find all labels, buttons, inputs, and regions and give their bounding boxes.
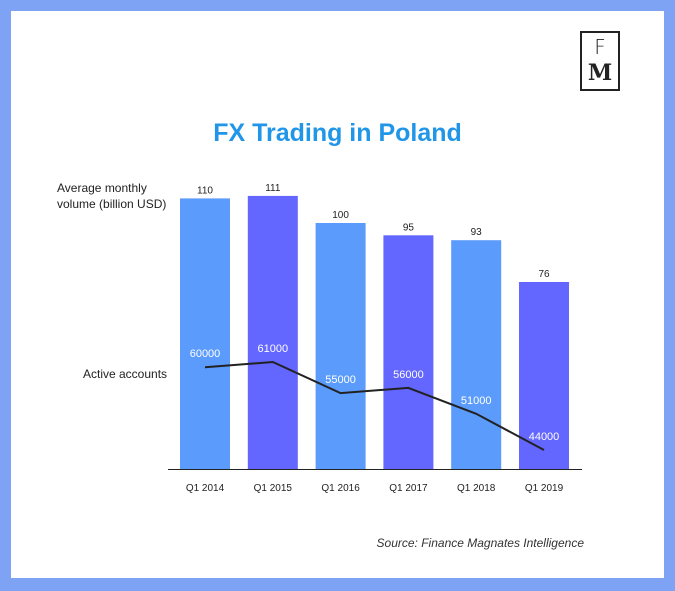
- logo-letter-f: F: [594, 35, 606, 59]
- accounts-value-label: 61000: [258, 343, 289, 355]
- bars-group: [180, 195, 569, 469]
- bar-value-label: 93: [471, 227, 483, 238]
- category-label: Q1 2017: [389, 483, 428, 494]
- category-label: Q1 2019: [525, 483, 564, 494]
- accounts-value-label: 55000: [325, 374, 356, 386]
- accounts-value-label: 44000: [529, 431, 560, 443]
- accounts-line-group: 60000 61000 55000 56000 51000 44000: [190, 343, 560, 451]
- bar-q1-2014: [180, 198, 230, 469]
- category-label: Q1 2015: [254, 483, 293, 494]
- bar-q1-2015: [247, 195, 298, 469]
- bar-q1-2018: [451, 240, 502, 469]
- bar-value-labels: 110 111 100 95 93 76: [197, 183, 550, 280]
- bar-value-label: 100: [332, 210, 349, 221]
- category-label: Q1 2014: [186, 483, 225, 494]
- bar-value-label: 111: [265, 183, 281, 194]
- volume-series-label: Average monthly volume (billion USD): [57, 180, 182, 212]
- bar-value-label: 76: [538, 269, 550, 280]
- category-labels: Q1 2014 Q1 2015 Q1 2016 Q1 2017 Q1 2018 Q1 20…: [186, 483, 564, 494]
- category-label: Q1 2016: [321, 483, 360, 494]
- accounts-value-label: 51000: [461, 395, 492, 407]
- bar-q1-2016: [315, 223, 366, 469]
- chart-title: FX Trading in Poland: [213, 119, 462, 147]
- accounts-value-label: 60000: [190, 348, 221, 360]
- source-note: Source: Finance Magnates Intelligence: [376, 536, 584, 550]
- accounts-series-label: Active accounts: [83, 367, 168, 381]
- bar-value-label: 110: [197, 185, 213, 196]
- accounts-value-label: 56000: [393, 369, 424, 381]
- category-label: Q1 2018: [457, 483, 496, 494]
- accounts-line: [204, 360, 545, 451]
- bar-q1-2017: [383, 235, 434, 469]
- logo-letter-m: M: [587, 60, 613, 86]
- bar-q1-2019: [519, 282, 569, 469]
- volume-series-label-text: Average monthly volume (billion USD): [57, 181, 167, 211]
- bar-value-label: 95: [403, 222, 415, 233]
- finance-magnates-logo: F M: [580, 31, 620, 91]
